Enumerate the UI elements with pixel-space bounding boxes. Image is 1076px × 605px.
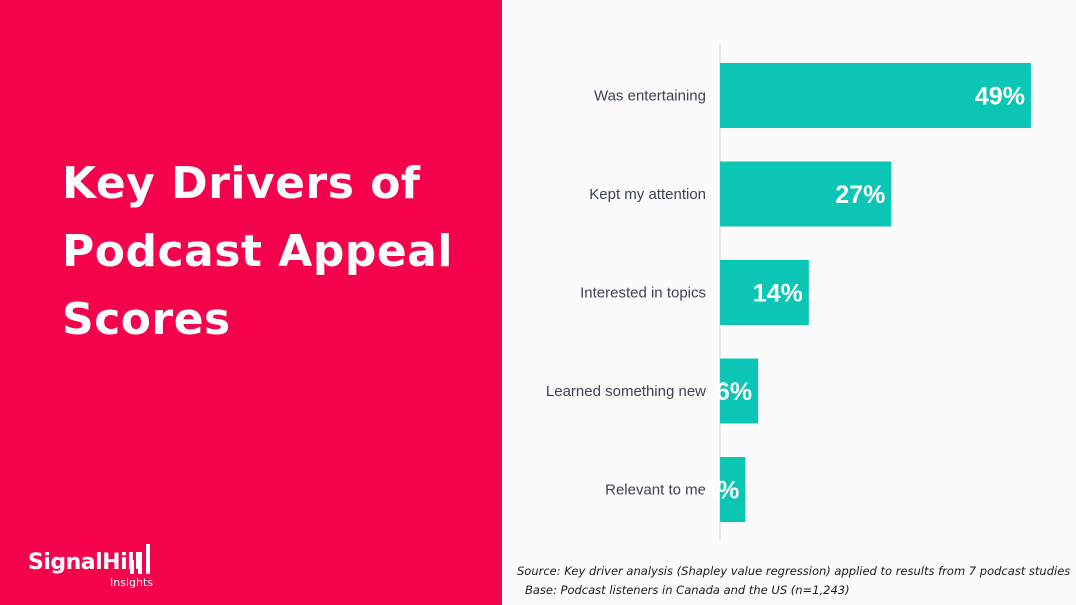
bar-learned-something-new	[720, 358, 759, 424]
bar-relevant-to-me	[720, 457, 746, 522]
value-label: 49%	[975, 83, 1025, 111]
category-label: Relevant to me	[605, 482, 706, 499]
chart-footnote: Source: Key driver analysis (Shapley val…	[517, 562, 1072, 600]
title-panel: Key Drivers of Podcast Appeal Scores Sig…	[0, 0, 502, 605]
logo-subtitle: Insights	[110, 576, 154, 589]
base-note: Base: Podcast listeners in Canada and th…	[525, 583, 850, 597]
category-label: Learned something new	[546, 383, 706, 400]
signalhill-logo: SignalHill Insights	[28, 538, 168, 594]
category-label: Was entertaining	[594, 88, 706, 105]
title-line: Key Drivers of	[62, 158, 421, 209]
slide-title: Key Drivers of Podcast Appeal Scores	[62, 150, 482, 354]
value-label: 27%	[835, 181, 885, 209]
category-label: Interested in topics	[580, 285, 706, 302]
bar-was-entertaining	[720, 63, 1031, 128]
bar-kept-my-attention	[720, 161, 892, 227]
logo-wordmark: SignalHill	[28, 550, 142, 575]
key-drivers-bar-chart: Was entertaining 49% Kept my attention 27% I…	[546, 44, 1031, 540]
value-label: 6%	[716, 378, 752, 406]
signal-bars-icon	[130, 544, 150, 574]
value-label: 14%	[753, 280, 803, 308]
category-label: Kept my attention	[589, 186, 706, 203]
bar-interested-in-topics	[720, 260, 809, 325]
source-note: Source: Key driver analysis (Shapley val…	[517, 564, 1071, 578]
title-line: Podcast Appeal	[62, 226, 453, 277]
value-label: 4%	[703, 477, 739, 505]
title-line: Scores	[62, 294, 231, 345]
